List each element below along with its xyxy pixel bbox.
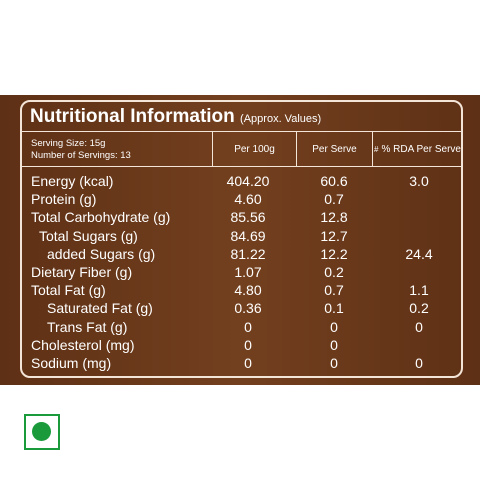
column-header: Per 100g [212,131,297,167]
per-serve: 0 [330,336,338,353]
nutrient-name: Energy (kcal) [31,173,114,189]
nutrient-name: Dietary Fiber (g) [31,264,133,280]
table-row: Dietary Fiber (g) 1.07 0.2 [20,264,463,282]
per-100g: 0 [244,355,252,371]
table-row: Protein (g) 4.60 0.7 [20,191,463,209]
rda: 0.2 [409,300,429,317]
rda: 24.4 [405,245,433,262]
table-row: Total Carbohydrate (g) 85.56 12.8 [20,209,463,227]
serving-count: Number of Servings: 13 [31,150,131,161]
nutrient-name: Total Carbohydrate (g) [31,209,171,226]
table-row: added Sugars (g) 81.22 12.2 24.4 [20,246,463,264]
rda: 0 [415,355,423,371]
nutrient-name: Cholesterol (mg) [31,336,135,353]
per-100g: 0 [244,336,252,353]
per-100g: 0 [244,318,252,335]
per-serve: 12.8 [320,209,348,226]
nutrient-name: Protein (g) [31,191,97,208]
rda: 0 [415,318,423,335]
per-100g: 404.20 [226,173,270,189]
table-row: Energy (kcal) 404.20 60.6 3.0 [20,173,463,191]
nutrient-name: Saturated Fat (g) [47,300,153,317]
per-serve: 12.2 [320,245,348,262]
nutrient-name: Total Sugars (g) [39,227,138,244]
rda: 1.1 [409,282,429,299]
per-serve: 0.2 [324,264,344,280]
per-100g: 84.69 [230,227,266,244]
table-row: Trans Fat (g) 0 0 0 [20,319,463,337]
per-serve: 0.1 [324,300,344,317]
per-serve: 12.7 [320,227,348,244]
per-100g: 1.07 [234,264,262,280]
per-100g: 81.22 [230,245,266,262]
column-header: #% RDA Per Serve [372,131,463,167]
subtitle: (Approx. Values) [240,113,322,125]
brown-band [0,95,480,385]
title-text: Nutritional Information [30,106,235,127]
per-serve: 0.7 [324,191,344,208]
table-row: Total Sugars (g) 84.69 12.7 [20,228,463,246]
table-row: Saturated Fat (g) 0.36 0.1 0.2 [20,300,463,318]
column-label: Per Serve [312,143,357,155]
per-100g: 85.56 [230,209,266,226]
column-header: Per Serve [296,131,373,167]
column-label: % RDA Per Serve [381,143,461,155]
table-frame [20,100,463,378]
serving-size: Serving Size: 15g [31,138,106,149]
per-serve: 0.7 [324,282,344,299]
veg-symbol [24,414,60,450]
per-100g: 4.60 [234,191,262,208]
serving-cell: Serving Size: 15g Number of Servings: 13 [20,131,213,167]
per-100g: 4.80 [234,282,262,299]
nutrient-name: Total Fat (g) [31,282,106,299]
nutrient-name: Sodium (mg) [31,355,112,371]
rda: 3.0 [409,173,429,189]
nutrient-name: added Sugars (g) [47,245,156,262]
rda-mark: # [374,144,379,154]
table-row: Cholesterol (mg) 0 0 [20,337,463,355]
per-100g: 0.36 [234,300,262,317]
per-serve: 0 [330,355,338,371]
nutrient-name: Trans Fat (g) [47,318,128,335]
table-row: Total Fat (g) 4.80 0.7 1.1 [20,282,463,300]
title: Nutritional Information (Approx. Values) [30,106,321,128]
table-row: Sodium (mg) 0 0 0 [20,355,463,373]
per-serve: 60.6 [320,173,348,189]
column-label: Per 100g [234,143,275,155]
per-serve: 0 [330,318,338,335]
